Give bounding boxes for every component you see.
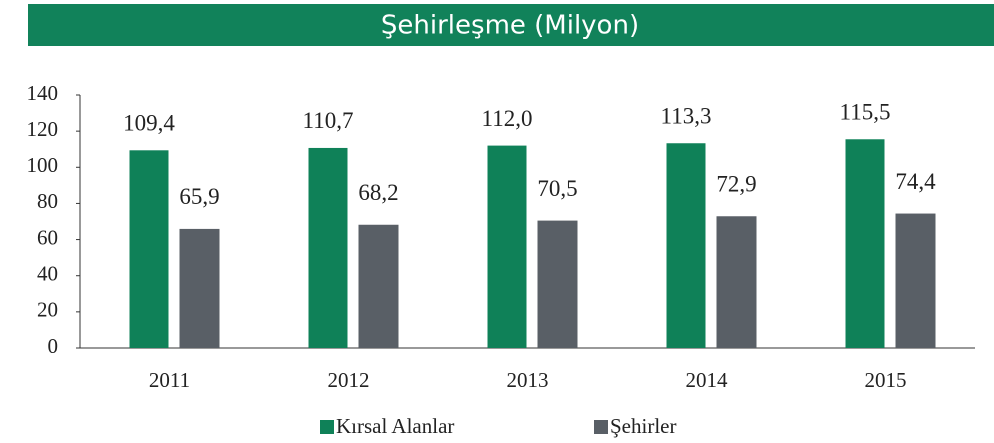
y-tick-label: 60 [37, 225, 58, 249]
value-label: 112,0 [482, 106, 533, 131]
value-label: 74,4 [895, 169, 936, 194]
value-label: 70,5 [537, 176, 577, 201]
y-tick-label: 0 [48, 334, 59, 358]
bar [537, 220, 578, 348]
bar [308, 147, 348, 348]
x-tick-label: 2013 [507, 368, 549, 392]
bar [666, 143, 706, 348]
value-label: 115,5 [840, 100, 891, 125]
value-label: 113,3 [661, 104, 712, 129]
value-label: 65,9 [179, 184, 219, 209]
value-label: 110,7 [303, 108, 354, 133]
legend-label: Kırsal Alanlar [336, 414, 454, 438]
y-tick-label: 100 [27, 153, 59, 177]
x-tick-label: 2015 [865, 368, 907, 392]
y-tick-label: 20 [37, 298, 58, 322]
value-label: 109,4 [123, 111, 175, 136]
bar [358, 224, 399, 348]
legend-swatch [594, 420, 608, 434]
legend-label: Şehirler [610, 414, 676, 438]
bar [895, 213, 936, 348]
y-tick-label: 120 [27, 117, 59, 141]
value-label: 72,9 [716, 172, 756, 197]
legend-swatch [320, 420, 334, 434]
bar [129, 150, 169, 348]
bar [845, 139, 885, 348]
chart-title: Şehirleşme (Milyon) [381, 11, 639, 41]
x-tick-label: 2012 [328, 368, 370, 392]
x-tick-label: 2011 [149, 368, 190, 392]
bar [716, 216, 757, 348]
y-tick-label: 40 [37, 262, 58, 286]
value-label: 68,2 [358, 180, 398, 205]
x-tick-label: 2014 [686, 368, 729, 392]
bar [179, 228, 220, 348]
title-banner [28, 4, 994, 46]
y-tick-label: 140 [27, 81, 59, 105]
y-tick-label: 80 [37, 189, 58, 213]
bar [487, 145, 527, 348]
